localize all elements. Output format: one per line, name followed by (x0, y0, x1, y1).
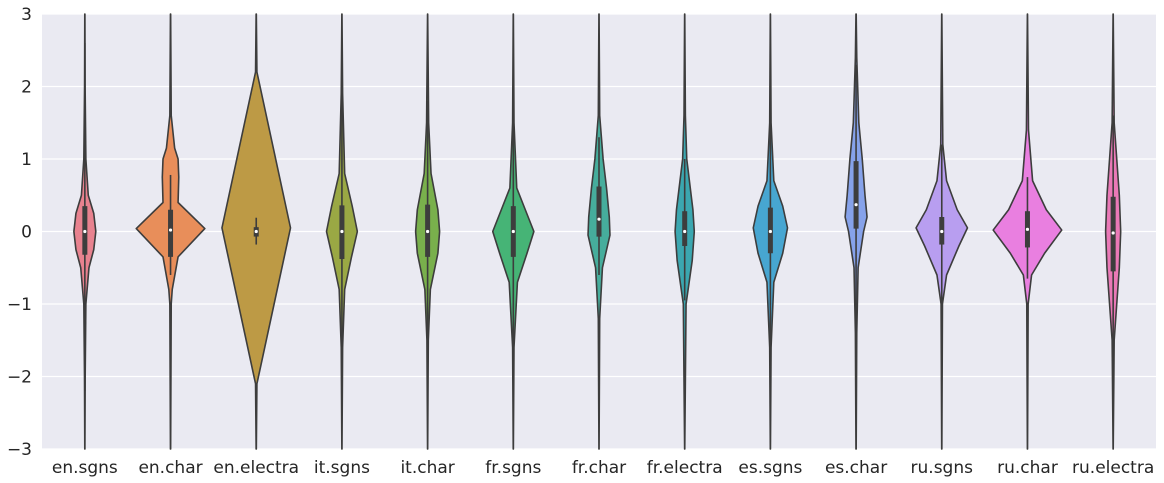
x-tick-label: ru.sgns (911, 458, 974, 478)
violin-es.char (844, 13, 868, 450)
x-tick-label: it.sgns (314, 458, 370, 478)
x-tick-label: en.char (138, 458, 202, 478)
violin-median-dot (1111, 231, 1115, 235)
violin-it.char (414, 13, 441, 450)
x-tick-label: ru.char (997, 458, 1058, 478)
x-tick-label: fr.sgns (485, 458, 541, 478)
violin-fr.char (587, 13, 611, 450)
violin-en.sgns (73, 13, 97, 450)
violin-fr.sgns (491, 13, 535, 450)
violin-median-dot (597, 217, 601, 221)
violin-median-dot (254, 229, 258, 234)
x-tick-label: es.char (825, 458, 887, 478)
violin-it.sgns (325, 13, 359, 450)
y-tick-label: 1 (21, 150, 32, 170)
x-tick-label: es.sgns (738, 458, 802, 478)
x-axis-tick-labels: en.sgns en.char en.electra it.sgns it.char fr… (52, 458, 1154, 478)
y-axis-tick-labels: −3 −2 −1 0 1 2 3 (7, 5, 32, 460)
x-tick-label: en.sgns (52, 458, 118, 478)
violin-median-dot (83, 229, 87, 234)
violin-median-dot (768, 229, 772, 234)
violin-median-dot (1025, 227, 1030, 231)
y-tick-label: 3 (21, 5, 32, 25)
violin-median-dot (854, 203, 858, 207)
violin-ru.sgns (915, 13, 969, 450)
violins (73, 13, 1122, 450)
y-tick-label: −1 (7, 295, 32, 315)
x-tick-label: ru.electra (1072, 458, 1154, 478)
y-tick-label: 0 (21, 223, 32, 243)
y-tick-label: 2 (21, 78, 32, 98)
x-tick-label: fr.char (572, 458, 626, 478)
y-tick-label: −3 (7, 440, 32, 460)
violin-es.sgns (752, 13, 789, 450)
violin-fr.electra (674, 13, 696, 450)
violin-median-dot (940, 229, 944, 234)
violin-median-dot (426, 229, 430, 234)
violin-en.char (135, 13, 206, 450)
violin-median-dot (511, 229, 515, 234)
x-tick-label: it.char (400, 458, 454, 478)
violin-ru.electra (1104, 13, 1122, 450)
violin-en.electra (221, 13, 292, 450)
x-tick-label: fr.electra (647, 458, 723, 478)
violin-median-dot (168, 228, 173, 232)
violin-ru.char (992, 13, 1063, 450)
violin-median-dot (683, 229, 687, 234)
x-tick-label: en.electra (213, 458, 299, 478)
violin-median-dot (340, 229, 344, 234)
y-tick-label: −2 (7, 368, 32, 388)
